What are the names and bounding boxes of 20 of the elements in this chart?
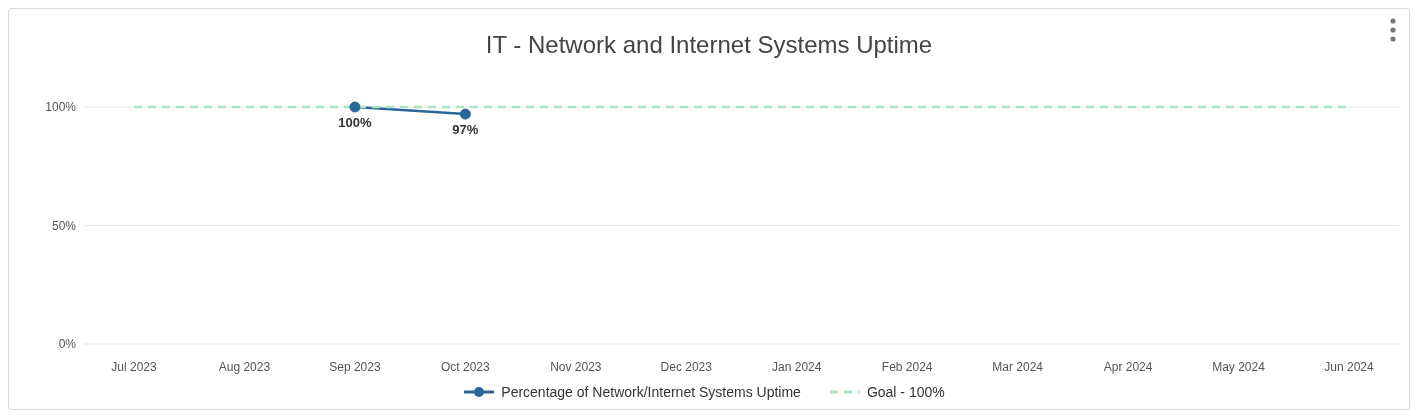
x-tick-label: Aug 2023 (218, 359, 271, 374)
y-tick-label: 0% (58, 337, 77, 352)
x-tick-label: Apr 2024 (1103, 359, 1153, 374)
data-label: 97% (452, 122, 479, 138)
y-tick-label: 100% (45, 100, 77, 115)
x-tick-label: Dec 2023 (660, 359, 713, 374)
x-tick-label: Sep 2023 (329, 359, 381, 374)
x-tick-label: Mar 2024 (992, 359, 1044, 374)
x-tick-label: Nov 2023 (550, 359, 602, 374)
x-tick-label: Jun 2024 (1324, 359, 1375, 374)
x-tick-label: May 2024 (1212, 359, 1266, 374)
x-tick-label: Jul 2023 (111, 359, 158, 374)
x-tick-label: Jan 2024 (772, 359, 822, 374)
x-tick-label: Feb 2024 (881, 359, 933, 374)
y-tick-label: 50% (51, 218, 77, 233)
data-label: 100% (338, 115, 372, 130)
legend-label: Goal - 100% (866, 384, 945, 400)
chart-title: IT - Network and Internet Systems Uptime (484, 31, 934, 59)
x-tick-label: Oct 2023 (441, 359, 491, 374)
legend-label: Percentage of Network/Internet Systems Uptime (501, 384, 801, 400)
